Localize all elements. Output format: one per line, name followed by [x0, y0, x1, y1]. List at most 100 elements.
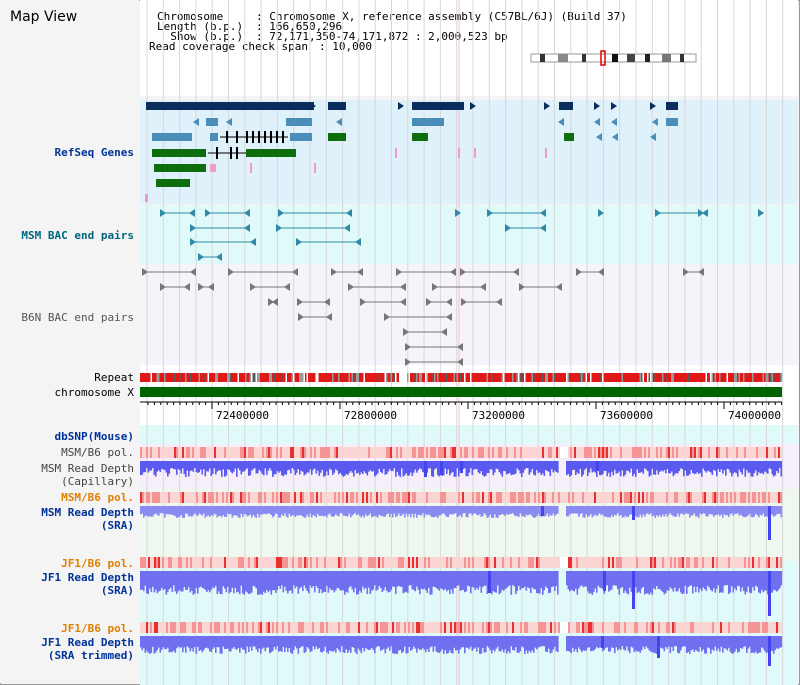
jf1-sra-depth [242, 571, 244, 594]
gene-arrow [184, 283, 190, 291]
msm-pol-strip-1 [394, 447, 396, 458]
repeat-segment [336, 373, 339, 382]
jf1-sra-depth [737, 571, 739, 586]
jf1-pol-strip-1 [324, 557, 326, 568]
jf1-trimmed-depth [182, 636, 184, 653]
msm-pol-strip-1 [730, 447, 732, 458]
msm-pol-strip-1 [246, 447, 248, 458]
msm-sra-depth [381, 506, 384, 517]
msm-sra-depth [692, 506, 694, 516]
jf1-sra-depth [366, 571, 369, 595]
jf1-trimmed-depth [639, 636, 642, 653]
jf1-trimmed-depth [227, 636, 229, 649]
msm-pol-strip-1 [532, 447, 534, 458]
msm-sra-depth [257, 506, 259, 514]
msm-capillary-depth [359, 461, 361, 475]
jf1-pol-strip-1 [278, 557, 280, 568]
jf1-sra-depth [615, 571, 618, 586]
gene-arrow [398, 102, 404, 110]
jf1-trimmed-depth [399, 636, 402, 650]
jf1-pol-strip-2 [660, 622, 662, 633]
msm-pol-strip-1 [282, 447, 284, 458]
jf1-sra-depth [723, 571, 726, 586]
jf1-pol-strip-2 [482, 622, 484, 633]
msm-pol-strip-1 [300, 447, 302, 458]
repeat-segment [627, 373, 630, 382]
jf1-pol-strip-2 [644, 622, 646, 633]
msm-sra-depth [329, 506, 331, 514]
msm-pol-strip-2 [750, 492, 752, 503]
repeat-segment [143, 373, 145, 382]
msm-capillary-depth [215, 461, 217, 475]
jf1-sra-depth [609, 571, 612, 591]
repeat-segment [287, 373, 289, 382]
jf1-trimmed-depth [254, 636, 256, 647]
msm-pol-strip-1 [234, 447, 236, 458]
gene-exon [258, 131, 260, 143]
jf1-pol-strip-2 [368, 622, 370, 633]
msm-pol-strip-1 [668, 447, 670, 458]
jf1-sra-depth [158, 571, 160, 592]
jf1-pol-strip-1 [212, 557, 214, 568]
track-label-jf1-depth-sra: JF1 Read Depth (SRA) [41, 571, 134, 597]
jf1-trimmed-depth [590, 636, 592, 652]
jf1-pol-strip-2 [206, 622, 208, 633]
jf1-trimmed-depth [698, 636, 700, 653]
msm-capillary-depth [578, 461, 580, 474]
repeat-segment [284, 373, 286, 382]
jf1-trimmed-depth [203, 636, 205, 651]
msm-capillary-depth [771, 461, 774, 475]
jf1-sra-depth [620, 571, 622, 589]
msm-pol-strip-1 [284, 447, 286, 458]
msm-sra-depth [774, 506, 777, 516]
jf1-pol-strip-2 [690, 622, 692, 633]
msm-sra-depth [567, 506, 570, 517]
track-label-b6n-bac[interactable]: B6N BAC end pairs [21, 311, 134, 324]
repeat-segment [164, 373, 166, 382]
msm-capillary-depth [338, 461, 340, 475]
msm-capillary-depth [765, 461, 768, 473]
repeat-segment [737, 373, 739, 382]
msm-capillary-depth [275, 461, 277, 475]
pol-gap [564, 622, 566, 633]
msm-pol-strip-2 [690, 492, 692, 503]
track-label-refseq-genes[interactable]: RefSeq Genes [54, 146, 134, 159]
jf1-trimmed-depth [729, 636, 732, 652]
jf1-sra-depth [638, 571, 640, 592]
repeat-segment [165, 373, 168, 382]
msm-pol-strip-1 [720, 447, 722, 458]
repeat-segment [567, 373, 570, 382]
msm-pol-strip-2 [730, 492, 732, 503]
jf1-pol-strip-1 [326, 557, 328, 568]
jf1-trimmed-depth [326, 636, 328, 653]
msm-pol-strip-1 [774, 447, 776, 458]
msm-capillary-depth [150, 461, 153, 471]
msm-sra-depth [450, 506, 453, 515]
repeat-segment [770, 373, 772, 382]
jf1-trimmed-depth [672, 636, 675, 651]
msm-pol-strip-1 [220, 447, 222, 458]
msm-pol-strip-1 [336, 447, 338, 458]
jf1-pol-strip-2 [330, 622, 332, 633]
msm-pol-strip-1 [326, 447, 328, 458]
msm-sra-depth [587, 506, 589, 517]
jf1-pol-strip-2 [532, 622, 534, 633]
jf1-pol-strip-2 [442, 622, 444, 633]
track-label-dbsnp[interactable]: dbSNP(Mouse) [54, 430, 134, 443]
track-label-msm-bac[interactable]: MSM BAC end pairs [21, 229, 134, 242]
jf1-sra-depth [408, 571, 411, 586]
jf1-trimmed-depth [726, 636, 729, 651]
jf1-pol-strip-2 [370, 622, 372, 633]
msm-pol-strip-1 [182, 447, 184, 458]
gene-arrow [612, 133, 618, 141]
msm-sra-depth [278, 506, 280, 518]
msm-capillary-depth [624, 461, 627, 475]
msm-capillary-depth [632, 461, 634, 477]
jf1-trimmed-depth [270, 636, 273, 653]
msm-sra-depth [519, 506, 522, 514]
refseq-gene [412, 133, 428, 141]
msm-pol-strip-1 [426, 447, 428, 458]
msm-pol-strip-1 [600, 447, 602, 458]
msm-pol-strip-1 [508, 447, 510, 458]
